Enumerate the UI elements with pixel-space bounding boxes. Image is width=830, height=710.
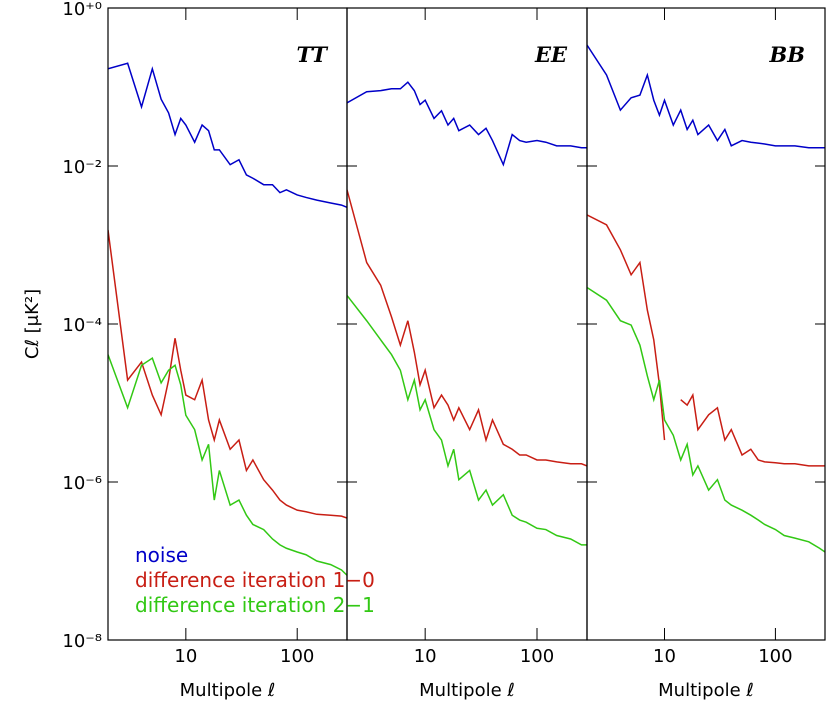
y-tick-label: 10⁺⁰ [62, 0, 102, 20]
series-line [108, 354, 347, 576]
legend-entry: difference iteration 2−1 [135, 593, 375, 617]
panel-frame [346, 7, 588, 641]
y-tick-label: 10⁻⁸ [62, 631, 102, 652]
x-tick-label: 10 [653, 646, 676, 667]
x-tick-label: 100 [280, 646, 314, 667]
series-line [108, 62, 347, 209]
series-line [587, 286, 825, 553]
x-tick-label: 10 [414, 646, 437, 667]
series-line [347, 81, 587, 167]
x-axis-label: Multipole ℓ [180, 680, 276, 701]
legend-entry: difference iteration 1−0 [135, 568, 375, 592]
series-line [347, 294, 587, 546]
series-line [347, 189, 587, 467]
y-axis-label: Cℓ [μK²] [22, 289, 43, 359]
x-tick-label: 10 [174, 646, 197, 667]
series-line [587, 214, 825, 467]
panel-frame [586, 7, 826, 641]
panel-title: EE [534, 42, 568, 67]
x-tick-label: 100 [758, 646, 792, 667]
series-line [587, 44, 825, 149]
series-line [108, 229, 347, 519]
y-tick-label: 10⁻⁴ [62, 315, 102, 336]
panel-title: BB [769, 42, 806, 67]
panel-title: TT [296, 42, 328, 67]
x-axis-label: Multipole ℓ [658, 680, 754, 701]
y-tick-label: 10⁻⁶ [62, 473, 102, 494]
x-axis-label: Multipole ℓ [419, 680, 515, 701]
legend-entry: noise [135, 543, 188, 567]
x-tick-label: 100 [520, 646, 554, 667]
y-tick-label: 10⁻² [62, 157, 102, 178]
